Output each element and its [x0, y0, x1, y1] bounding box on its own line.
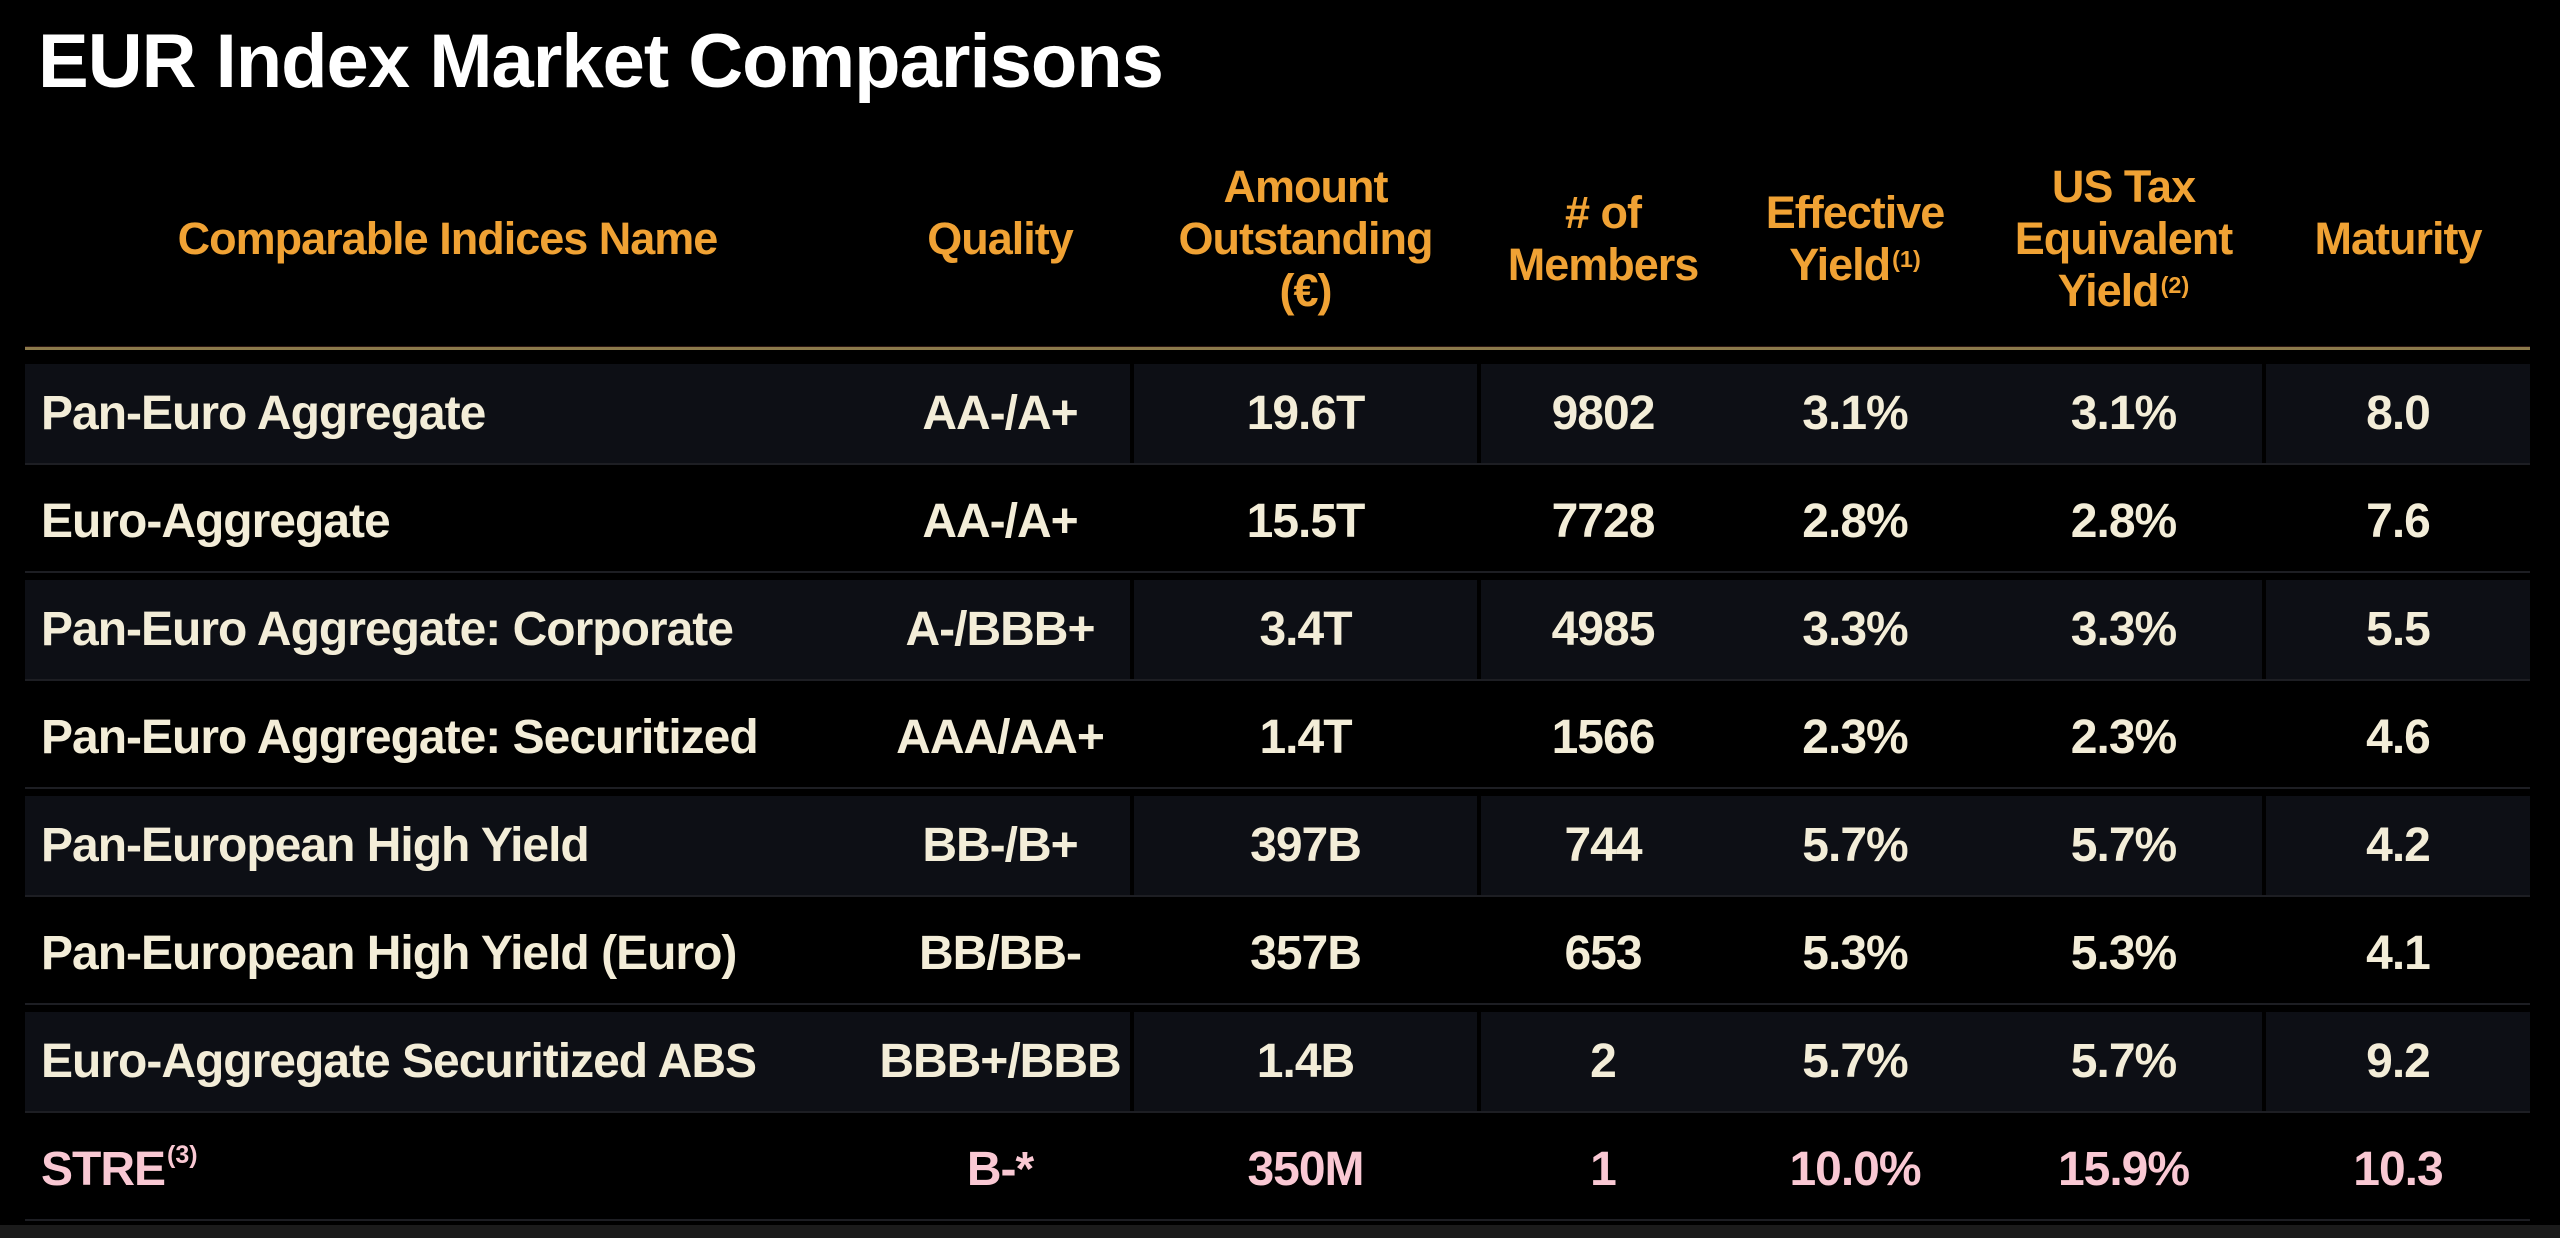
- table-row: Pan-European High Yield BB-/B+ 397B 744 5.7%…: [25, 796, 2530, 897]
- cell-quality: BBB+/BBB: [870, 1012, 1130, 1111]
- table-row: Pan-Euro Aggregate: Securitized AAA/AA+ 1.…: [25, 688, 2530, 789]
- header-line: Amount: [1223, 160, 1389, 212]
- cell-us_tax_equivalent_yield: 5.3%: [2070, 927, 2177, 980]
- cell-us_tax_equivalent_yield: 5.7%: [1985, 1012, 2262, 1111]
- cell-quality: AA-/A+: [870, 364, 1130, 463]
- comparison-table: Comparable Indices Name Quality Amount Outs…: [25, 132, 2530, 1221]
- cell-maturity: 10.3: [2262, 1120, 2530, 1219]
- header-line: (€): [1279, 265, 1333, 317]
- cell-amount: 1.4B: [1130, 1012, 1477, 1111]
- cell-members: 7728: [1477, 472, 1725, 571]
- cell-amount: 1.4T: [1130, 688, 1477, 787]
- table-row: Pan-European High Yield (Euro) BB/BB- 357B…: [25, 904, 2530, 1005]
- cell-quality: B-*: [966, 1143, 1034, 1196]
- cell-name: Pan-Euro Aggregate: Securitized: [41, 711, 759, 764]
- cell-effective_yield: 5.7%: [1725, 796, 1985, 895]
- cell-members: 1566: [1477, 688, 1725, 787]
- cell-members: 9802: [1477, 364, 1725, 463]
- table-body: Pan-Euro Aggregate AA-/A+ 19.6T 9802 3.1% 3.1…: [25, 364, 2530, 1221]
- header-line: Members: [1507, 239, 1700, 290]
- header-line: Yield(1): [1789, 239, 1921, 290]
- cell-effective_yield: 2.3%: [1802, 711, 1908, 764]
- cell-members: 2: [1477, 1012, 1725, 1111]
- cell-effective_yield: 2.8%: [1802, 495, 1908, 548]
- cell-amount: 397B: [1130, 796, 1477, 895]
- cell-maturity: 9.2: [2262, 1012, 2530, 1111]
- page-title: EUR Index Market Comparisons: [38, 19, 1164, 104]
- cell-maturity: 7.6: [2262, 472, 2530, 571]
- table-row: Pan-Euro Aggregate AA-/A+ 19.6T 9802 3.1% 3.1…: [25, 364, 2530, 465]
- cell-maturity: 4.6: [2262, 688, 2530, 787]
- cell-effective_yield: 3.1%: [1725, 364, 1985, 463]
- cell-amount: 350M: [1130, 1120, 1477, 1219]
- header-maturity: Maturity: [2262, 212, 2530, 266]
- bottom-edge-strip: [0, 1225, 2560, 1238]
- header-amount: Amount Outstanding (€): [1130, 160, 1477, 318]
- table-header-row: Comparable Indices Name Quality Amount Outs…: [25, 132, 2530, 346]
- header-line: Quality: [927, 212, 1074, 264]
- header-line: Comparable Indices Name: [177, 212, 719, 264]
- cell-us_tax_equivalent_yield: 2.8%: [2070, 495, 2177, 548]
- cell-members: 1: [1477, 1120, 1725, 1219]
- cell-us_tax_equivalent_yield: 3.1%: [1985, 364, 2262, 463]
- cell-name: Euro-Aggregate: [41, 495, 391, 548]
- header-name: Comparable Indices Name: [25, 213, 870, 265]
- header-us_tax_equivalent_yield: US Tax Equivalent Yield(2): [1985, 161, 2262, 318]
- cell-members: 4985: [1477, 580, 1725, 679]
- cell-quality: AA-/A+: [922, 495, 1078, 548]
- header-line: US Tax: [2051, 160, 2196, 212]
- cell-us_tax_equivalent_yield: 3.3%: [1985, 580, 2262, 679]
- header-line: Equivalent: [2014, 212, 2234, 264]
- header-members: # of Members: [1477, 186, 1725, 292]
- header-divider-line: [25, 346, 2530, 350]
- header-line: Outstanding: [1178, 212, 1434, 264]
- cell-maturity: 5.5: [2262, 580, 2530, 679]
- cell-effective_yield: 5.7%: [1725, 1012, 1985, 1111]
- cell-effective_yield: 3.3%: [1725, 580, 1985, 679]
- footnote-superscript: (3): [167, 1141, 198, 1170]
- cell-maturity: 4.1: [2262, 904, 2530, 1003]
- header-line: # of: [1564, 186, 1642, 238]
- header-effective_yield: Effective Yield(1): [1725, 187, 1985, 291]
- cell-maturity: 4.2: [2262, 796, 2530, 895]
- cell-us_tax_equivalent_yield: 15.9%: [2057, 1143, 2190, 1196]
- cell-members: 653: [1477, 904, 1725, 1003]
- cell-quality: BB-/B+: [870, 796, 1130, 895]
- table-row: STRE (3) B-* 350M 1 10.0% 15.9% 10.3: [25, 1120, 2530, 1221]
- cell-us_tax_equivalent_yield: 2.3%: [2070, 711, 2177, 764]
- footnote-superscript: (2): [2160, 272, 2190, 299]
- header-line: Effective: [1765, 186, 1946, 238]
- table-row: Euro-Aggregate AA-/A+ 15.5T 7728 2.8% 2.8% 7.6: [25, 472, 2530, 573]
- cell-amount: 19.6T: [1130, 364, 1477, 463]
- cell-name: Pan-Euro Aggregate: [25, 364, 870, 463]
- cell-effective_yield: 10.0%: [1789, 1143, 1921, 1196]
- cell-amount: 3.4T: [1130, 580, 1477, 679]
- cell-name: STRE (3): [41, 1141, 198, 1196]
- cell-name: Pan-European High Yield: [25, 796, 870, 895]
- cell-quality: BB/BB-: [919, 927, 1082, 980]
- table-row: Euro-Aggregate Securitized ABS BBB+/BBB 1.…: [25, 1012, 2530, 1113]
- cell-name: Pan-European High Yield (Euro): [41, 927, 737, 980]
- cell-effective_yield: 5.3%: [1802, 927, 1908, 980]
- cell-quality: AAA/AA+: [896, 711, 1105, 764]
- cell-us_tax_equivalent_yield: 5.7%: [1985, 796, 2262, 895]
- footnote-superscript: (1): [1892, 246, 1921, 273]
- cell-name: Pan-Euro Aggregate: Corporate: [25, 580, 870, 679]
- cell-members: 744: [1477, 796, 1725, 895]
- cell-amount: 357B: [1130, 904, 1477, 1003]
- table-row: Pan-Euro Aggregate: Corporate A-/BBB+ 3.4T…: [25, 580, 2530, 681]
- cell-name: Euro-Aggregate Securitized ABS: [25, 1012, 870, 1111]
- cell-amount: 15.5T: [1130, 472, 1477, 571]
- header-line: Maturity: [2314, 212, 2482, 264]
- header-quality: Quality: [870, 213, 1130, 265]
- cell-quality: A-/BBB+: [870, 580, 1130, 679]
- cell-maturity: 8.0: [2262, 364, 2530, 463]
- header-line: Yield(2): [2057, 265, 2190, 317]
